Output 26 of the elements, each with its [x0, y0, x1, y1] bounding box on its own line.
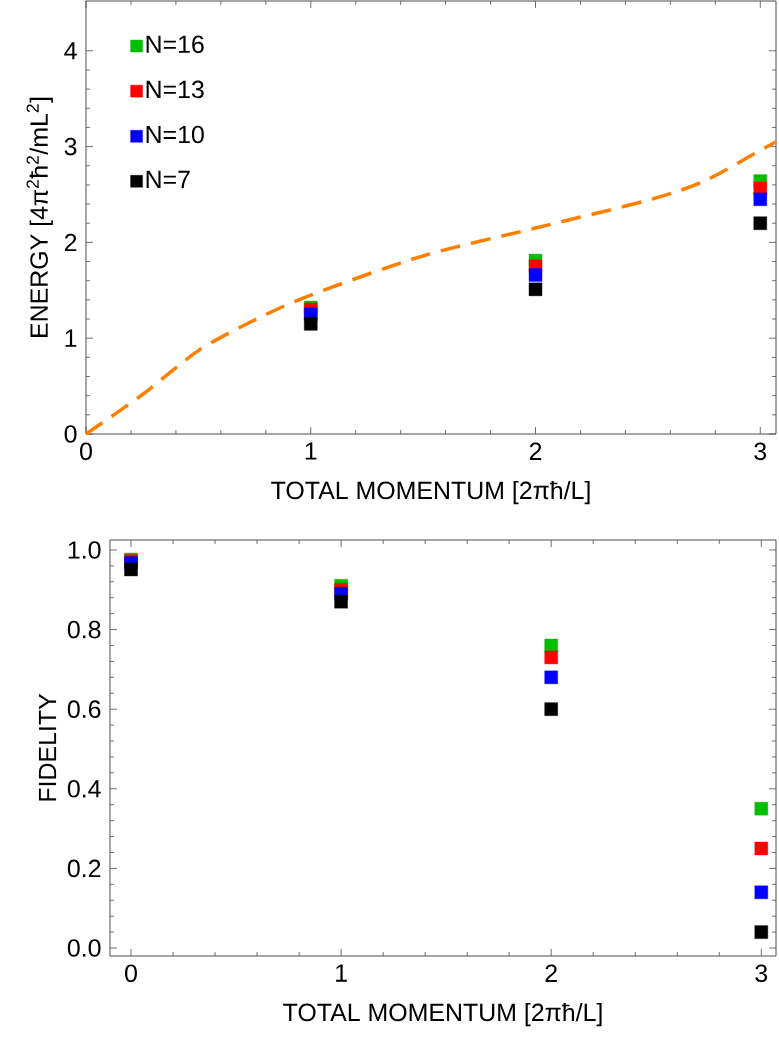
- x-tick-label: 1: [305, 442, 317, 460]
- x-tick-label: 1: [336, 964, 347, 982]
- y-tick-label: 0.4: [67, 779, 101, 798]
- y-tick-label: 0.2: [67, 859, 101, 878]
- x-tick-label: 0: [125, 964, 137, 983]
- y-tick-label: 0.6: [67, 700, 101, 718]
- y-tick-label: 0: [64, 425, 77, 443]
- x-axis-title: TOTAL MOMENTUM [2πħ/L]: [283, 1002, 602, 1027]
- legend-label: N=10: [146, 125, 204, 144]
- y-tick-label: 4: [64, 42, 77, 60]
- x-tick-label: 2: [529, 442, 542, 460]
- y-tick-label: 2: [64, 233, 77, 252]
- legend-label: N=7: [146, 170, 190, 188]
- y-tick-label: 3: [64, 137, 77, 156]
- y-tick-label: 0.0: [67, 939, 101, 957]
- x-tick-label: 3: [754, 442, 767, 461]
- y-tick-label: 1: [65, 329, 77, 347]
- y-axis-title: ENERGY [4π$^{2}$ħ$^{2}$/mL$^{2}$]: [26, 97, 53, 337]
- x-tick-label: 3: [755, 964, 768, 983]
- legend-label: N=13: [146, 80, 204, 99]
- y-axis-title: FIDELITY: [38, 693, 57, 801]
- y-tick-label: 0.8: [67, 620, 101, 639]
- x-tick-label: 2: [545, 964, 557, 982]
- y-tick-label: 1.0: [68, 541, 101, 559]
- x-axis-title: TOTAL MOMENTUM [2πħ/L]: [271, 480, 590, 505]
- legend-label: N=16: [146, 35, 204, 54]
